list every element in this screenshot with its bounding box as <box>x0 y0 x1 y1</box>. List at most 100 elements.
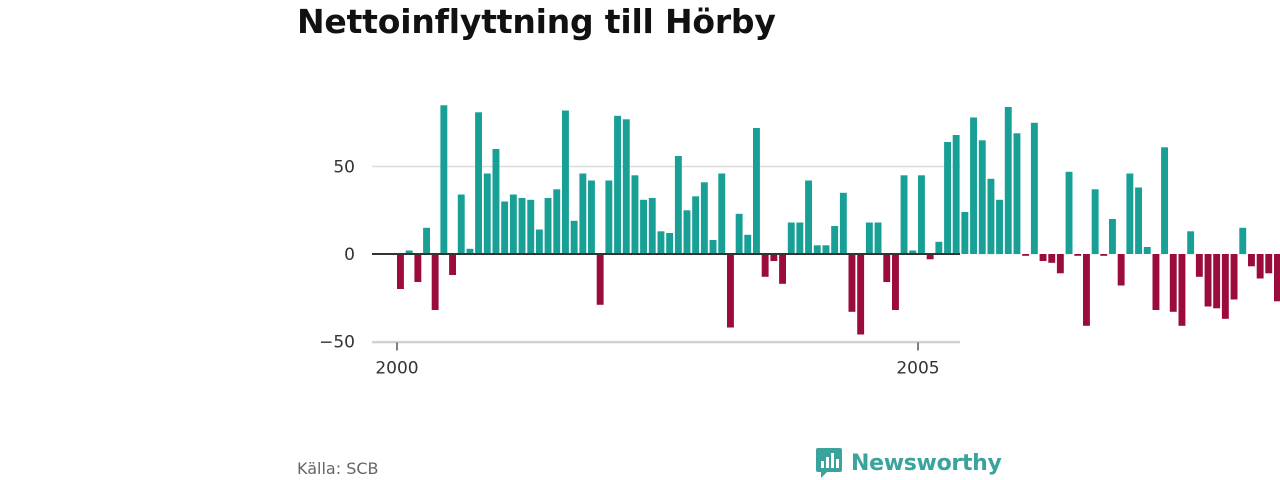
bar <box>1117 254 1125 286</box>
bar <box>970 117 977 254</box>
bar <box>431 254 439 310</box>
bar <box>397 254 404 289</box>
bar <box>1039 254 1047 261</box>
bar <box>857 254 865 335</box>
bar <box>926 254 934 260</box>
bar <box>1256 254 1264 279</box>
bar <box>1213 254 1221 309</box>
source-label: Källa: SCB <box>297 459 379 478</box>
bar <box>1126 173 1134 254</box>
bar <box>900 175 908 255</box>
bar <box>753 128 760 254</box>
x-tick-label: 2005 <box>896 359 939 379</box>
bar <box>805 180 812 254</box>
y-tick-label: 50 <box>333 158 355 178</box>
bar <box>848 254 856 312</box>
bar <box>414 254 422 282</box>
bar <box>1221 254 1229 319</box>
bar <box>1274 254 1280 302</box>
bar <box>1091 189 1099 255</box>
bar <box>622 119 630 255</box>
bar <box>648 198 656 254</box>
brand-logo[interactable]: Newsworthy <box>815 446 1002 480</box>
axes: 500−50200020052010201520202025 <box>319 158 960 379</box>
bar <box>1187 231 1195 255</box>
bar <box>1265 254 1273 274</box>
bar <box>761 254 769 277</box>
gridlines <box>372 165 960 343</box>
bar <box>449 254 456 275</box>
bar <box>796 222 804 254</box>
bar <box>553 189 561 255</box>
bar <box>1056 254 1064 274</box>
bar <box>544 198 552 254</box>
bar <box>909 250 917 254</box>
brand-name: Newsworthy <box>851 450 1002 476</box>
bar <box>405 250 413 254</box>
bar <box>978 140 986 255</box>
bar <box>770 254 778 261</box>
bar <box>509 194 517 254</box>
bar <box>1178 254 1186 326</box>
bar <box>1143 247 1151 254</box>
bar <box>614 115 621 255</box>
bar <box>1022 254 1030 256</box>
bar <box>1065 171 1073 255</box>
bar <box>466 248 474 255</box>
y-tick-label: −50 <box>319 333 355 353</box>
bar <box>1239 227 1247 255</box>
bar <box>1195 254 1203 277</box>
bar <box>935 241 943 255</box>
bar <box>492 149 500 254</box>
bar <box>1161 147 1168 255</box>
bar <box>527 199 535 255</box>
bar <box>839 192 847 255</box>
bar <box>987 178 995 255</box>
bar <box>579 173 587 254</box>
chart-title: Nettoinflyttning till Hörby <box>297 2 776 41</box>
bar <box>666 233 674 254</box>
bar <box>944 142 951 254</box>
bar <box>813 245 821 255</box>
bar <box>700 182 708 255</box>
bar <box>440 105 448 255</box>
bars <box>397 105 1280 335</box>
bar-chart: 500−50200020052010201520202025 <box>319 105 1280 379</box>
bar <box>727 254 734 328</box>
bar <box>744 234 752 255</box>
bar <box>501 201 509 254</box>
bar <box>631 175 639 255</box>
bar <box>423 227 430 255</box>
bar <box>1230 254 1238 300</box>
bar <box>674 156 682 254</box>
bar <box>1013 133 1021 255</box>
newsworthy-logo-icon <box>816 448 842 478</box>
bar <box>961 212 969 254</box>
bar <box>1109 219 1116 254</box>
bar <box>918 175 925 255</box>
bar <box>831 226 839 254</box>
bar <box>562 110 569 254</box>
bar <box>692 196 700 255</box>
bar <box>996 199 1003 255</box>
bar <box>483 173 491 254</box>
bar <box>1048 254 1056 263</box>
bar <box>570 220 578 255</box>
bar <box>683 210 691 255</box>
bar <box>596 254 604 305</box>
bar <box>1083 254 1090 326</box>
bar <box>1135 187 1142 254</box>
bar <box>1074 254 1082 256</box>
bar <box>892 254 899 310</box>
bar <box>1248 254 1255 267</box>
bar <box>1004 107 1012 254</box>
bar <box>874 222 882 254</box>
bar <box>518 198 526 254</box>
bar <box>588 180 595 254</box>
bar <box>457 194 465 254</box>
bar <box>779 254 786 284</box>
bar <box>535 229 543 254</box>
bar <box>1169 254 1177 312</box>
bar <box>1100 254 1108 256</box>
bar <box>952 135 960 254</box>
